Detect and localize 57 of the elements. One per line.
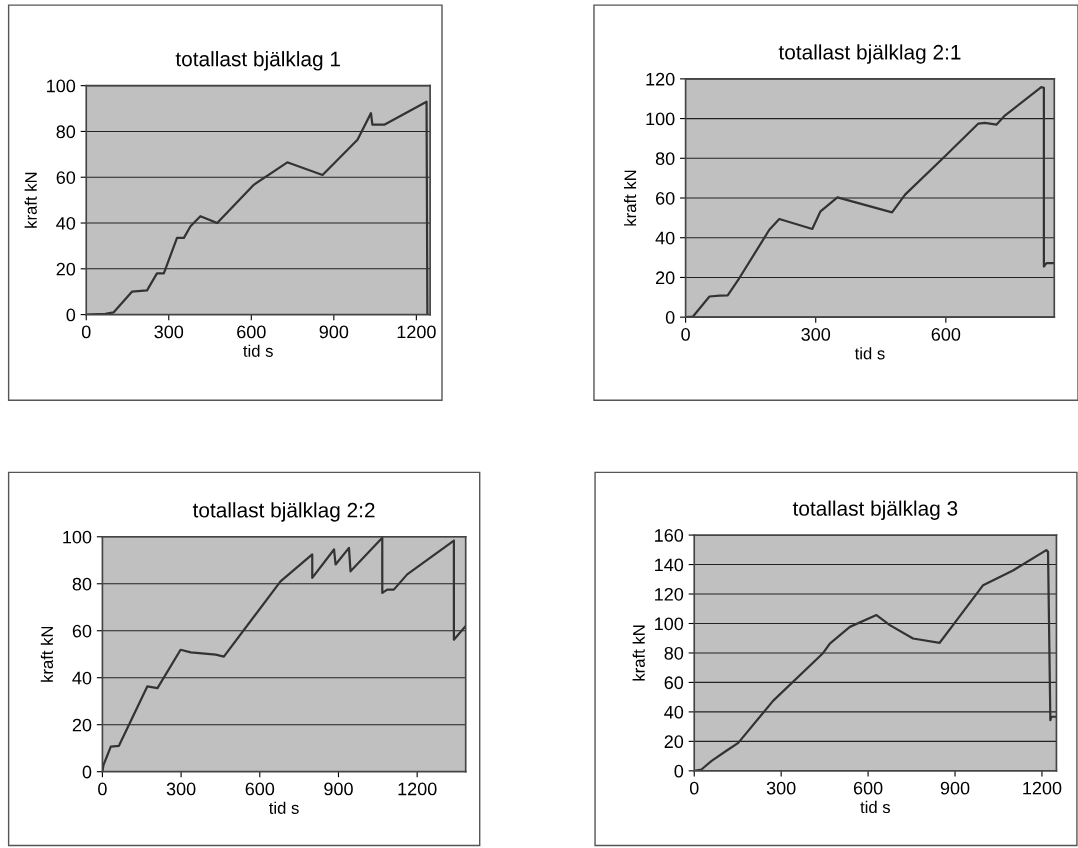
y-axis-title: kraft kN	[24, 172, 37, 228]
x-tick-label: 0	[98, 782, 107, 796]
x-axis-title: tid s	[269, 801, 299, 814]
y-tick-label: 80	[56, 125, 76, 139]
line-series	[102, 536, 466, 772]
x-tick-label: 0	[689, 781, 699, 795]
x-tick-label: 900	[319, 325, 349, 339]
y-tick-label: 0	[674, 764, 684, 778]
x-tick-label: 1200	[1023, 781, 1062, 795]
y-tick-label: 60	[664, 676, 684, 690]
y-tick-label: 80	[664, 646, 684, 660]
y-tick-label: 80	[655, 152, 675, 166]
y-tick-label: 20	[56, 262, 76, 276]
x-axis-title: tid s	[854, 347, 885, 360]
y-tick-label: 120	[655, 587, 684, 601]
x-tick-label: 1200	[398, 782, 437, 796]
y-tick-label: 140	[655, 558, 684, 572]
x-tick-label: 300	[154, 325, 184, 339]
y-tick-label: 100	[47, 79, 76, 93]
x-tick-label: 900	[940, 781, 970, 795]
x-axis-title: tid s	[860, 800, 891, 814]
x-tick-label: 300	[766, 781, 796, 795]
chart-title: totallast bjälklag 1	[175, 51, 340, 71]
y-tick-label: 20	[664, 735, 684, 749]
y-tick-label: 40	[72, 671, 92, 685]
y-tick-label: 20	[72, 718, 92, 732]
y-tick-label: 40	[655, 231, 675, 245]
x-tick-label: 900	[324, 782, 353, 796]
y-tick-label: 40	[664, 705, 684, 719]
y-tick-label: 60	[56, 171, 76, 184]
y-tick-label: 40	[56, 216, 76, 230]
y-tick-label: 60	[656, 191, 675, 205]
x-tick-label: 300	[801, 328, 831, 341]
x-tick-label: 1200	[397, 325, 436, 339]
y-tick-label: 0	[665, 311, 675, 324]
x-tick-label: 600	[931, 328, 961, 341]
x-tick-label: 300	[166, 782, 196, 796]
y-tick-label: 100	[655, 617, 684, 631]
y-axis-title: kraft kN	[632, 625, 645, 681]
y-tick-label: 160	[655, 529, 684, 542]
x-tick-label: 600	[237, 325, 266, 339]
y-axis-title: kraft kN	[40, 626, 54, 682]
y-tick-label: 20	[656, 271, 675, 285]
y-axis-title: kraft kN	[623, 170, 637, 226]
y-tick-label: 100	[646, 112, 675, 126]
y-tick-label: 80	[72, 577, 92, 591]
x-axis-title: tid s	[243, 344, 273, 357]
y-tick-label: 0	[82, 765, 92, 779]
y-tick-label: 0	[66, 308, 76, 322]
y-tick-label: 120	[646, 72, 675, 86]
x-tick-label: 600	[853, 781, 883, 795]
chart-title: totallast bjälklag 2:1	[778, 44, 961, 64]
y-tick-label: 100	[63, 530, 92, 544]
chart-title: totallast bjälklag 3	[792, 500, 958, 520]
x-tick-label: 600	[245, 782, 275, 796]
y-tick-label: 60	[72, 624, 92, 638]
chart-title: totallast bjälklag 2:2	[192, 502, 375, 522]
